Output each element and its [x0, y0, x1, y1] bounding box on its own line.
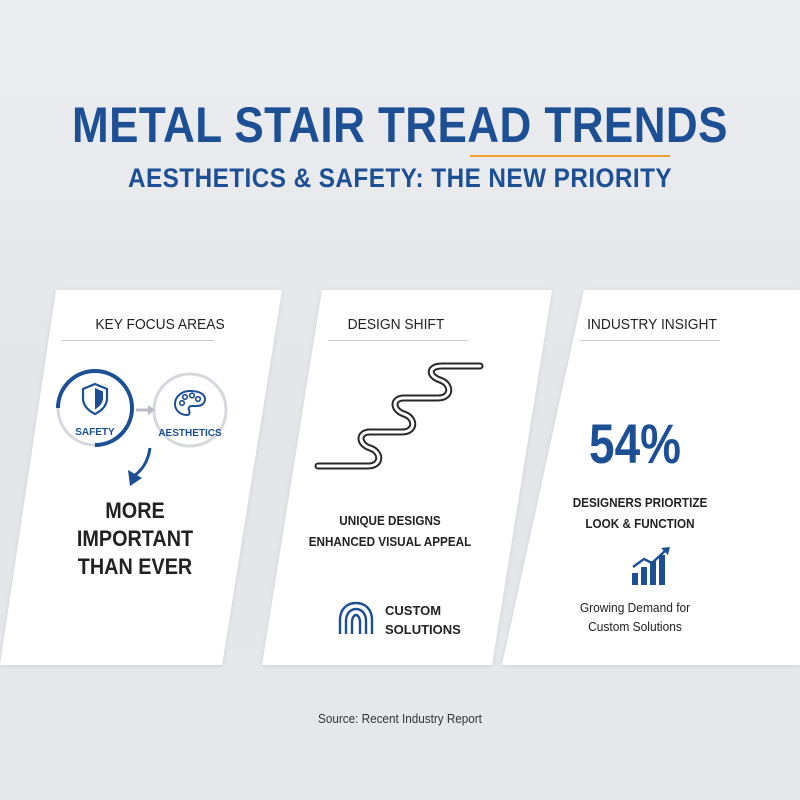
- custom-line: SOLUTIONS: [385, 622, 461, 637]
- visual-appeal-text: ENHANCED VISUAL APPEAL: [308, 534, 472, 549]
- stat-value: 54%: [589, 412, 681, 475]
- card-design-shift-bg: [262, 290, 552, 665]
- curved-arrow-down-icon: [128, 447, 152, 486]
- stat-line: DESIGNERS PRIORTIZE: [572, 495, 708, 510]
- stat-line: LOOK & FUNCTION: [585, 516, 695, 531]
- card-divider: [328, 340, 468, 341]
- page-title: METAL STAIR TREAD TRENDS: [72, 97, 728, 153]
- shield-icon: [81, 382, 109, 416]
- unique-designs-text: UNIQUE DESIGNS: [339, 513, 441, 528]
- arches-icon: [338, 601, 374, 634]
- trend-line: Growing Demand for: [579, 600, 691, 615]
- stair-profile-icon: [314, 362, 484, 470]
- custom-solutions-text: CUSTOM SOLUTIONS: [385, 601, 461, 639]
- aesthetics-label: AESTHETICS: [158, 428, 222, 439]
- growth-chart-icon: [632, 547, 670, 585]
- safety-label: SAFETY: [75, 427, 115, 438]
- source-note: Source: Recent Industry Report: [318, 711, 482, 726]
- card-title: INDUSTRY INSIGHT: [587, 316, 717, 333]
- trend-text: Growing Demand for Custom Solutions: [561, 598, 708, 636]
- statement-line: IMPORTANT: [76, 526, 194, 551]
- statement-line: MORE: [105, 498, 165, 523]
- palette-icon: [173, 389, 207, 417]
- trend-line: Custom Solutions: [588, 619, 682, 634]
- statement-line: THAN EVER: [77, 554, 193, 579]
- title-underline: [470, 155, 670, 157]
- arrow-right-icon: [136, 405, 155, 415]
- card-divider: [580, 340, 720, 341]
- card-title: KEY FOCUS AREAS: [95, 316, 225, 333]
- stat-description: DESIGNERS PRIORTIZE LOOK & FUNCTION: [559, 492, 721, 534]
- custom-line: CUSTOM: [385, 603, 442, 618]
- card-industry-insight-bg: [502, 290, 800, 665]
- card-divider: [62, 340, 214, 341]
- importance-statement: MORE IMPORTANT THAN EVER: [68, 497, 203, 581]
- page-subtitle: AESTHETICS & SAFETY: THE NEW PRIORITY: [127, 163, 673, 193]
- card-title: DESIGN SHIFT: [347, 316, 445, 333]
